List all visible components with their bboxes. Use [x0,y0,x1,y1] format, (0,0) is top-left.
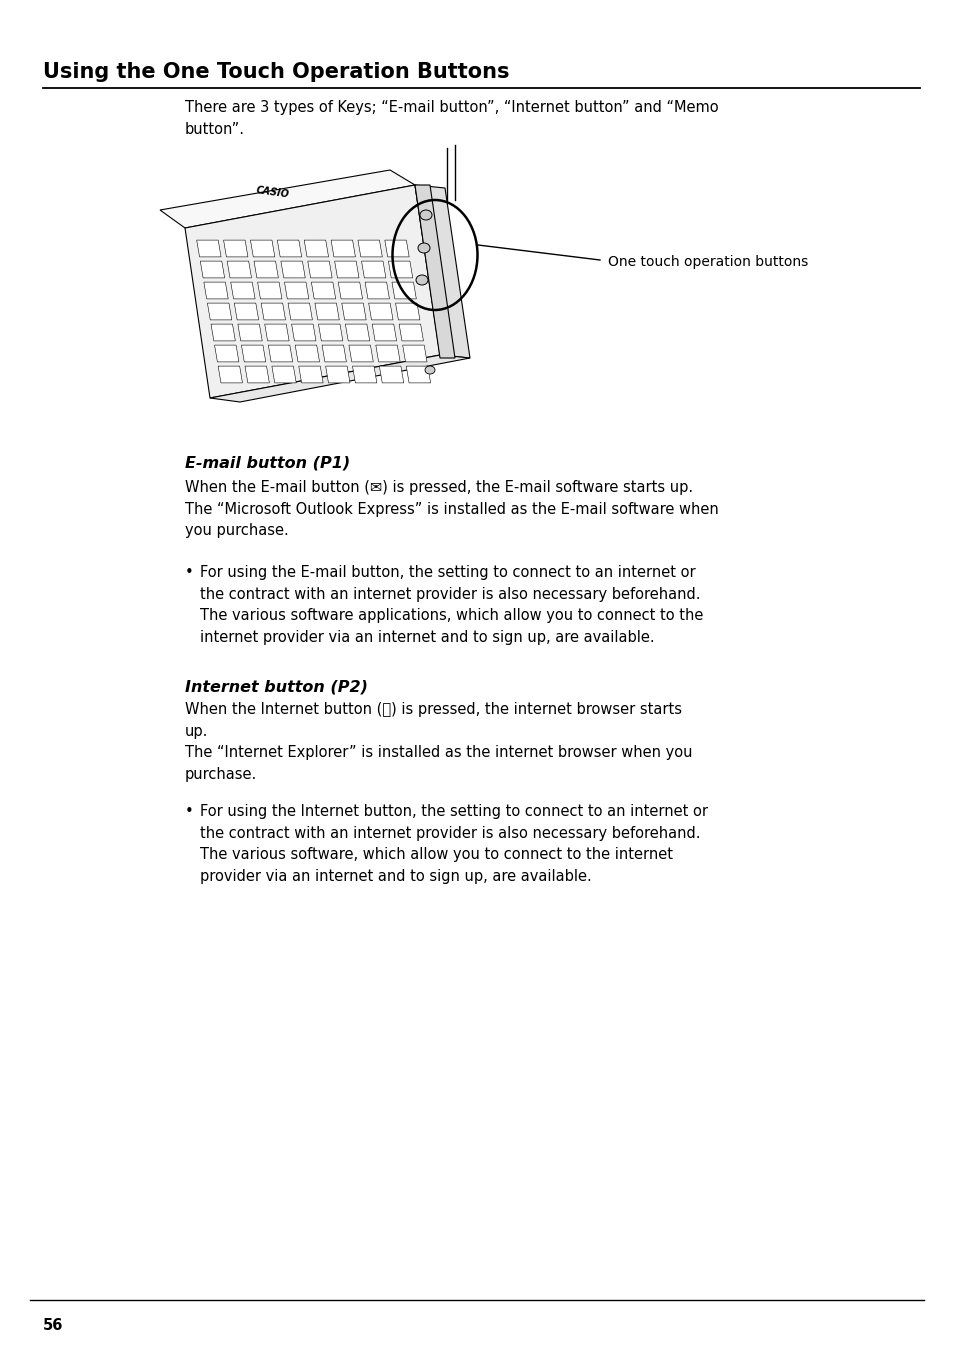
Polygon shape [245,366,269,383]
Text: Using the One Touch Operation Buttons: Using the One Touch Operation Buttons [43,62,509,82]
Polygon shape [253,261,278,279]
Polygon shape [402,345,427,362]
Polygon shape [415,185,470,358]
Polygon shape [237,324,262,341]
Ellipse shape [424,366,435,375]
Polygon shape [294,345,319,362]
Polygon shape [341,303,366,320]
Polygon shape [372,324,396,341]
Polygon shape [268,345,293,362]
Polygon shape [395,303,419,320]
Polygon shape [311,283,335,299]
Polygon shape [349,345,373,362]
Polygon shape [160,170,415,228]
Polygon shape [368,303,393,320]
Polygon shape [277,241,301,257]
Polygon shape [388,261,413,279]
Text: For using the E-mail button, the setting to connect to an internet or
the contra: For using the E-mail button, the setting… [200,565,702,645]
Polygon shape [375,345,399,362]
Polygon shape [265,324,289,341]
Polygon shape [200,261,224,279]
Polygon shape [357,241,382,257]
Ellipse shape [417,243,430,253]
Polygon shape [325,366,350,383]
Polygon shape [231,283,254,299]
Polygon shape [207,303,232,320]
Polygon shape [218,366,242,383]
Polygon shape [379,366,403,383]
Polygon shape [251,241,274,257]
Polygon shape [288,303,312,320]
Polygon shape [398,324,423,341]
Polygon shape [210,356,470,402]
Polygon shape [196,241,221,257]
Polygon shape [211,324,235,341]
Text: CASIO: CASIO [254,185,290,199]
Polygon shape [261,303,285,320]
Polygon shape [314,303,339,320]
Polygon shape [223,241,248,257]
Polygon shape [185,185,439,397]
Polygon shape [214,345,238,362]
Polygon shape [365,283,389,299]
Polygon shape [335,261,358,279]
Polygon shape [392,283,416,299]
Polygon shape [384,241,409,257]
Polygon shape [331,241,355,257]
Text: Internet button (P2): Internet button (P2) [185,680,368,695]
Polygon shape [361,261,385,279]
Text: 56: 56 [43,1318,63,1333]
Polygon shape [257,283,282,299]
Ellipse shape [416,274,428,285]
Polygon shape [272,366,296,383]
Text: When the E-mail button (✉) is pressed, the E-mail software starts up.
The “Micro: When the E-mail button (✉) is pressed, t… [185,480,718,538]
Polygon shape [234,303,258,320]
Polygon shape [318,324,342,341]
Polygon shape [227,261,252,279]
Text: For using the Internet button, the setting to connect to an internet or
the cont: For using the Internet button, the setti… [200,804,707,884]
Polygon shape [345,324,370,341]
Text: •: • [185,565,193,580]
Polygon shape [284,283,309,299]
Ellipse shape [419,210,432,220]
Polygon shape [338,283,362,299]
Polygon shape [298,366,323,383]
Text: E-mail button (P1): E-mail button (P1) [185,456,350,470]
Polygon shape [241,345,266,362]
Text: One touch operation buttons: One touch operation buttons [607,256,807,269]
Polygon shape [415,185,455,358]
Polygon shape [406,366,430,383]
Polygon shape [280,261,305,279]
Text: •: • [185,804,193,819]
Text: When the Internet button (⍉) is pressed, the internet browser starts
up.
The “In: When the Internet button (⍉) is pressed,… [185,702,692,781]
Polygon shape [353,366,376,383]
Polygon shape [322,345,346,362]
Polygon shape [308,261,332,279]
Polygon shape [292,324,315,341]
Polygon shape [204,283,228,299]
Polygon shape [304,241,328,257]
Text: There are 3 types of Keys; “E-mail button”, “Internet button” and “Memo
button”.: There are 3 types of Keys; “E-mail butto… [185,100,718,137]
